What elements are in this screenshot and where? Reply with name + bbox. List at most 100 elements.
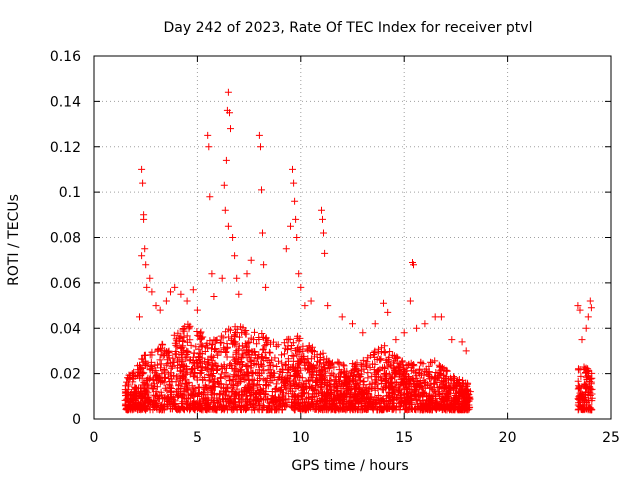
- roti-point: [227, 125, 234, 133]
- grid-lines: [94, 56, 611, 419]
- roti-point: [261, 342, 269, 350]
- roti-point: [255, 131, 263, 139]
- roti-point: [125, 397, 133, 405]
- roti-point: [307, 384, 315, 392]
- roti-point: [194, 331, 202, 339]
- roti-point: [258, 330, 266, 337]
- roti-point: [445, 393, 452, 401]
- roti-point: [407, 376, 415, 384]
- roti-point: [216, 339, 224, 347]
- roti-point: [219, 334, 227, 342]
- roti-point: [427, 380, 435, 388]
- roti-point: [258, 361, 265, 369]
- roti-point: [320, 229, 327, 237]
- roti-point: [321, 249, 329, 257]
- roti-point: [279, 389, 287, 397]
- roti-point: [281, 350, 288, 358]
- roti-point: [161, 374, 169, 382]
- roti-point: [307, 297, 315, 305]
- roti-point: [368, 385, 376, 393]
- roti-point: [243, 363, 251, 370]
- roti-point: [198, 363, 206, 371]
- roti-point: [230, 371, 238, 379]
- roti-point: [340, 392, 348, 400]
- roti-point: [432, 375, 440, 383]
- roti-point: [172, 404, 180, 412]
- roti-point: [403, 376, 411, 383]
- roti-point: [152, 387, 160, 395]
- roti-point: [282, 245, 290, 253]
- roti-point: [252, 396, 259, 404]
- roti-point: [190, 349, 198, 357]
- roti-point: [146, 274, 154, 282]
- roti-point: [432, 392, 439, 400]
- roti-point: [428, 373, 436, 381]
- roti-point: [335, 406, 343, 414]
- roti-point: [266, 405, 274, 413]
- roti-point: [184, 384, 191, 392]
- roti-point: [299, 342, 307, 350]
- roti-point: [359, 329, 367, 337]
- roti-point: [305, 390, 313, 398]
- y-tick-label: 0.02: [50, 367, 81, 383]
- roti-point: [316, 398, 324, 405]
- y-axis-label: ROTI / TECUs: [6, 194, 22, 286]
- roti-point: [172, 348, 180, 355]
- roti-point: [288, 352, 296, 359]
- roti-point: [421, 320, 429, 328]
- roti-point: [213, 367, 221, 374]
- roti-point: [184, 399, 192, 407]
- axis-ticks: 0 5 10 15 20 25 0 0.02 0.04 0.06 0.08 0.1 0.12 0.14 0.…: [50, 49, 620, 446]
- roti-point: [138, 165, 146, 173]
- roti-point: [220, 181, 228, 189]
- roti-point: [417, 359, 425, 367]
- roti-point: [157, 364, 164, 372]
- roti-point: [416, 366, 424, 374]
- roti-point: [136, 313, 143, 321]
- roti-point: [239, 361, 246, 369]
- roti-point: [342, 374, 350, 381]
- y-tick-label: 0.06: [50, 276, 81, 292]
- roti-point: [183, 297, 191, 305]
- roti-point: [378, 348, 385, 355]
- roti-point: [171, 283, 179, 291]
- roti-point: [365, 395, 373, 403]
- roti-point: [242, 330, 250, 338]
- roti-point: [189, 372, 197, 380]
- roti-point: [139, 401, 147, 409]
- roti-point: [217, 370, 225, 378]
- roti-point: [381, 402, 389, 410]
- roti-point: [227, 362, 235, 370]
- roti-point: [168, 393, 176, 401]
- roti-point: [453, 401, 461, 409]
- roti-point: [244, 401, 251, 409]
- roti-point: [296, 334, 304, 342]
- roti-point: [205, 403, 213, 410]
- roti-point: [409, 361, 416, 369]
- roti-point: [278, 359, 286, 367]
- roti-point: [432, 369, 440, 376]
- roti-point: [206, 367, 214, 375]
- roti-point: [255, 366, 263, 374]
- roti-point: [345, 378, 353, 386]
- roti-point: [436, 363, 444, 370]
- roti-point: [395, 399, 403, 407]
- roti-point: [352, 380, 360, 388]
- roti-point: [154, 346, 162, 354]
- roti-point: [294, 368, 302, 376]
- roti-point: [229, 234, 237, 241]
- roti-point: [305, 398, 313, 406]
- roti-point: [295, 270, 303, 278]
- roti-point: [371, 396, 379, 404]
- roti-point: [224, 222, 232, 230]
- roti-point: [191, 369, 199, 376]
- roti-point: [298, 374, 306, 382]
- roti-point: [258, 353, 265, 361]
- roti-point: [217, 338, 225, 346]
- roti-point: [380, 370, 388, 377]
- roti-point: [271, 388, 279, 396]
- roti-point: [204, 131, 212, 139]
- roti-point: [242, 362, 250, 370]
- roti-point: [333, 383, 341, 391]
- roti-point: [147, 363, 155, 371]
